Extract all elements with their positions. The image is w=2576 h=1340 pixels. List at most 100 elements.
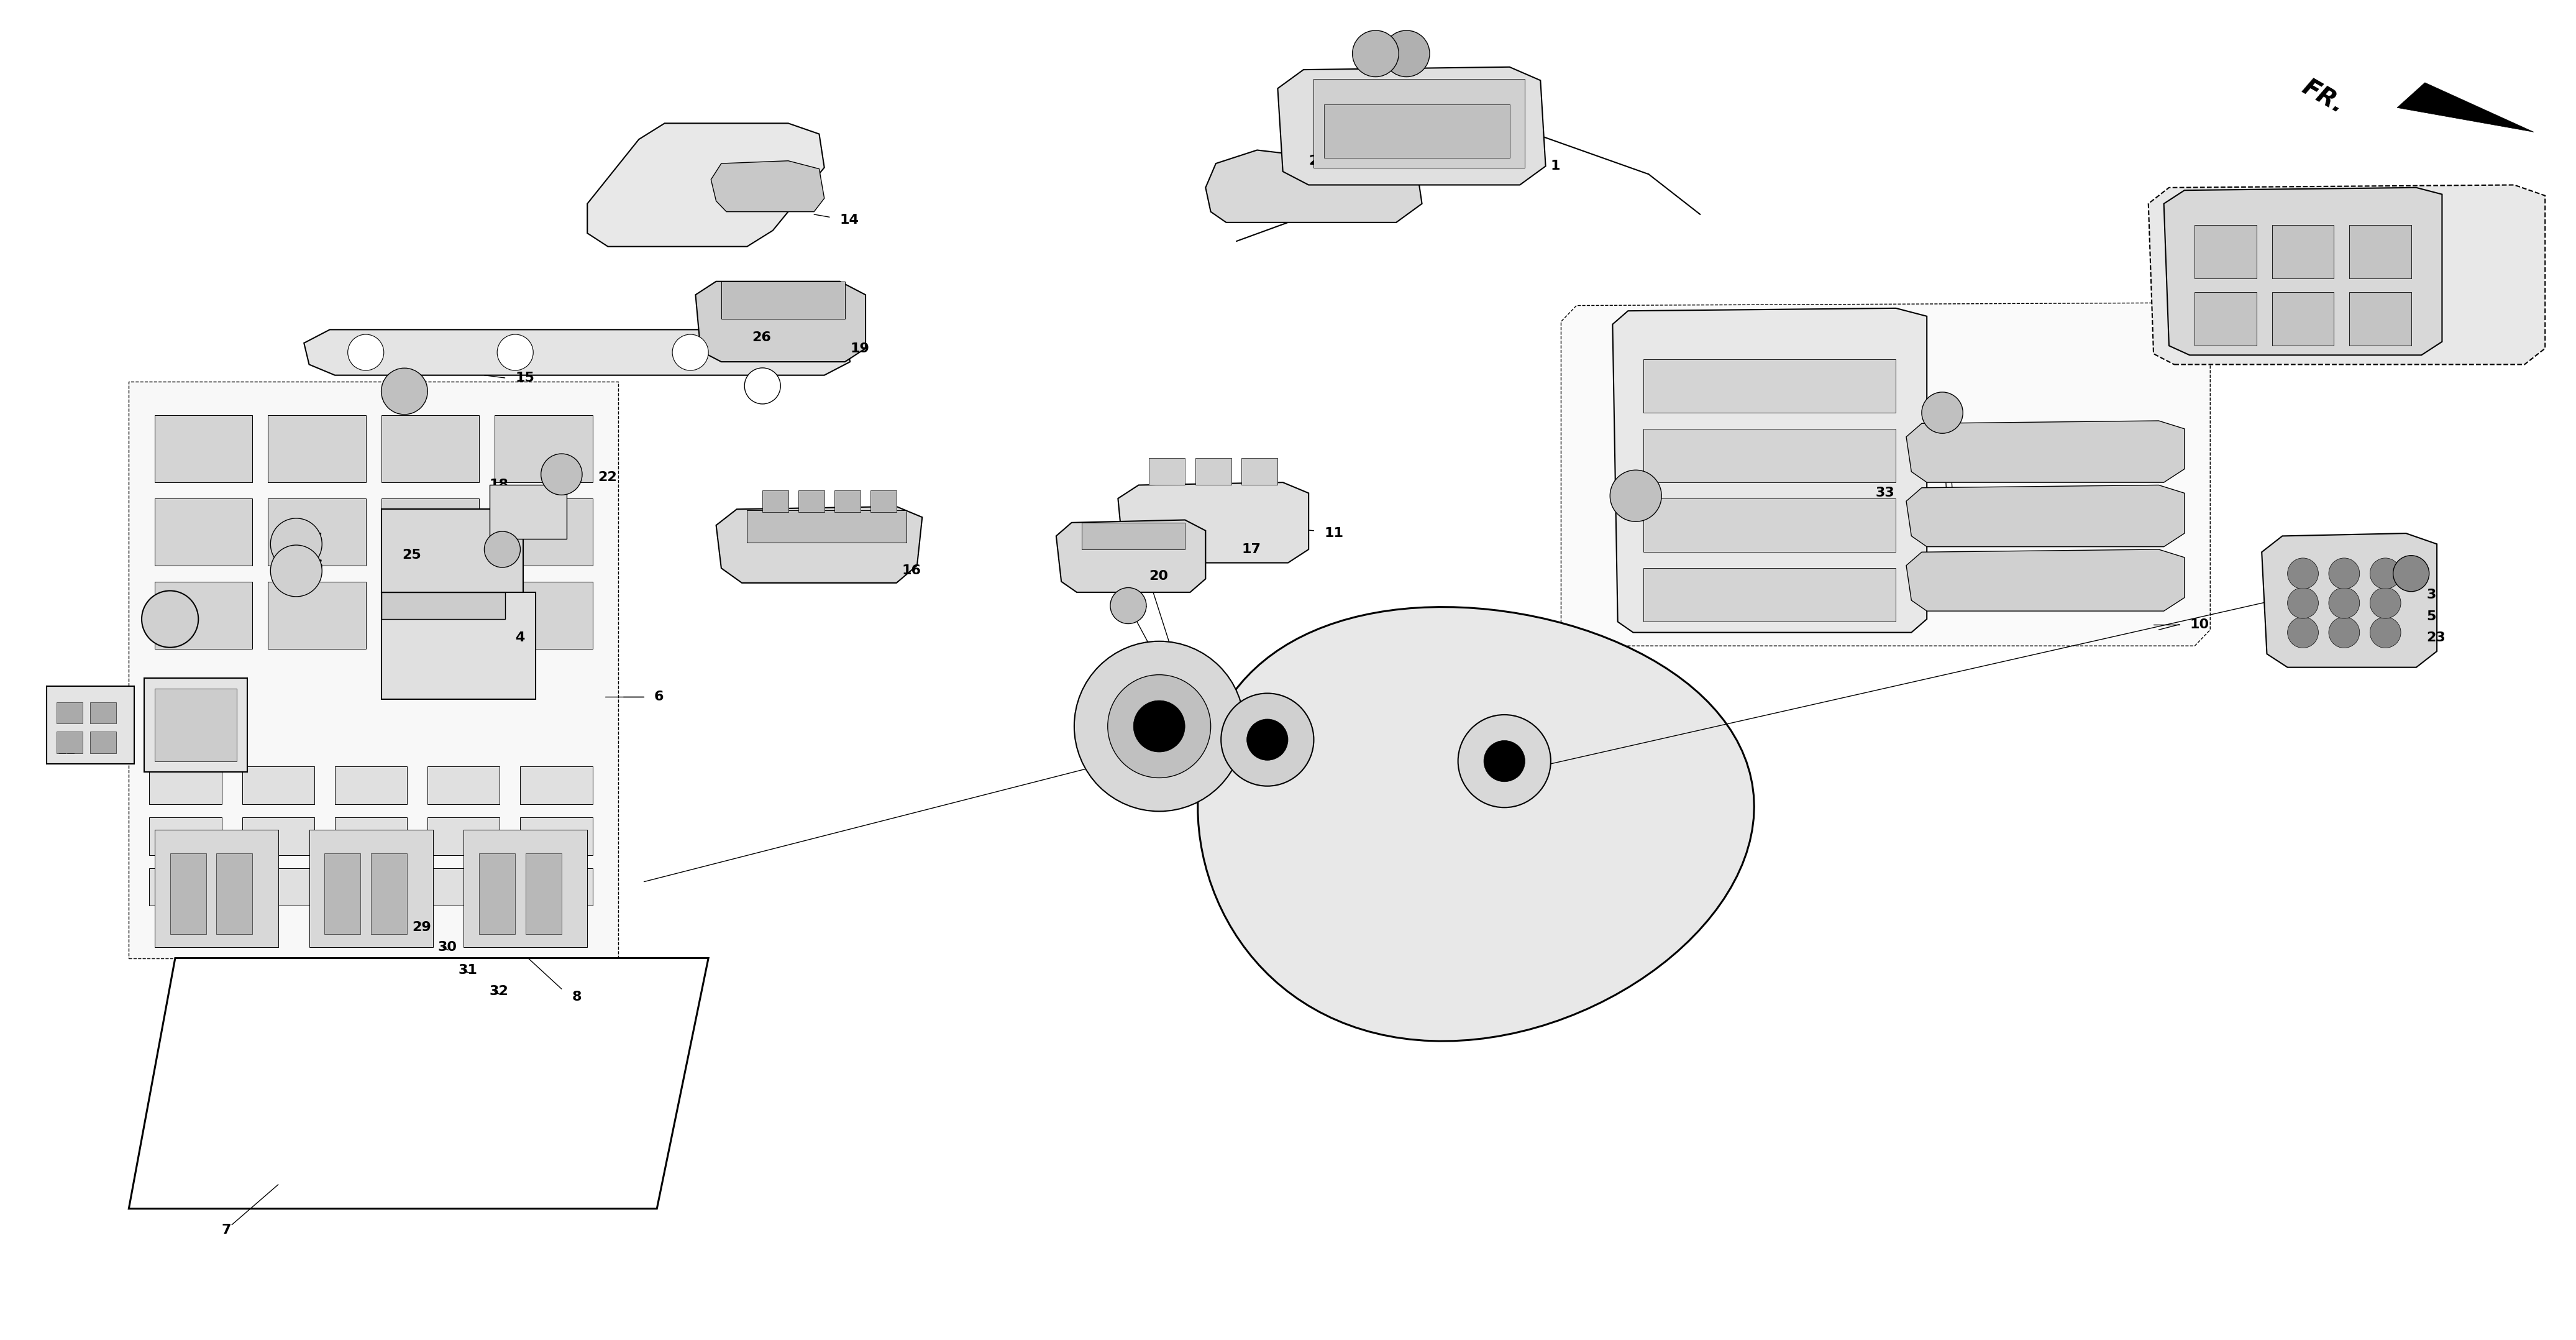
Circle shape (2393, 556, 2429, 591)
Text: 25: 25 (402, 548, 420, 561)
Polygon shape (129, 382, 618, 958)
Polygon shape (2349, 292, 2411, 346)
Circle shape (484, 532, 520, 567)
Polygon shape (1613, 308, 1927, 632)
Text: 33: 33 (1875, 486, 1893, 500)
Text: 23: 23 (2427, 631, 2445, 645)
Polygon shape (696, 281, 866, 362)
Polygon shape (1643, 359, 1896, 413)
Polygon shape (149, 868, 222, 906)
Polygon shape (381, 415, 479, 482)
Text: 9: 9 (335, 862, 345, 875)
Polygon shape (2195, 292, 2257, 346)
Polygon shape (1056, 520, 1206, 592)
Text: 18: 18 (489, 478, 507, 492)
Polygon shape (1324, 105, 1510, 158)
Polygon shape (1082, 523, 1185, 549)
Text: 17: 17 (1242, 543, 1260, 556)
Polygon shape (1278, 67, 1546, 185)
Polygon shape (428, 868, 500, 906)
Polygon shape (1643, 568, 1896, 622)
Polygon shape (309, 829, 433, 947)
Text: 2: 2 (1309, 154, 1319, 168)
Text: 1: 1 (1551, 159, 1561, 173)
Circle shape (270, 545, 322, 596)
Polygon shape (2349, 225, 2411, 279)
Polygon shape (520, 817, 592, 855)
Circle shape (1247, 720, 1288, 760)
Polygon shape (242, 766, 314, 804)
Polygon shape (155, 689, 237, 761)
Text: 14: 14 (840, 213, 858, 226)
Circle shape (1221, 693, 1314, 787)
Polygon shape (381, 592, 536, 699)
Polygon shape (1906, 421, 2184, 482)
Polygon shape (520, 868, 592, 906)
Polygon shape (2164, 188, 2442, 355)
Polygon shape (799, 490, 824, 512)
Polygon shape (170, 854, 206, 934)
Polygon shape (129, 958, 708, 1209)
Circle shape (541, 454, 582, 494)
Text: 34: 34 (1875, 540, 1893, 553)
Text: 22: 22 (598, 470, 616, 484)
Circle shape (1133, 701, 1185, 752)
Polygon shape (2398, 83, 2535, 131)
Circle shape (2370, 557, 2401, 590)
Polygon shape (871, 490, 896, 512)
Polygon shape (242, 868, 314, 906)
Circle shape (1108, 675, 1211, 777)
Polygon shape (57, 732, 82, 753)
Text: 30: 30 (438, 941, 456, 954)
Polygon shape (721, 281, 845, 319)
Polygon shape (2262, 533, 2437, 667)
Polygon shape (1198, 607, 1754, 1041)
Polygon shape (381, 498, 479, 565)
Circle shape (270, 519, 322, 570)
Text: 11: 11 (1324, 527, 1342, 540)
Polygon shape (268, 415, 366, 482)
Polygon shape (1206, 150, 1422, 222)
Text: 6: 6 (654, 690, 665, 703)
Text: 16: 16 (902, 564, 920, 578)
Circle shape (1610, 470, 1662, 521)
Polygon shape (149, 817, 222, 855)
Polygon shape (1643, 429, 1896, 482)
Polygon shape (526, 854, 562, 934)
Polygon shape (1118, 482, 1309, 563)
Polygon shape (762, 490, 788, 512)
Polygon shape (495, 498, 592, 565)
Polygon shape (268, 582, 366, 649)
Circle shape (2287, 557, 2318, 590)
Text: FR.: FR. (2298, 75, 2349, 118)
Polygon shape (2148, 185, 2545, 364)
Polygon shape (489, 485, 567, 539)
Circle shape (1484, 741, 1525, 781)
Polygon shape (1906, 549, 2184, 611)
Polygon shape (304, 330, 850, 375)
Polygon shape (1643, 498, 1896, 552)
Text: 7: 7 (222, 1223, 232, 1237)
Polygon shape (381, 509, 523, 592)
Polygon shape (2195, 225, 2257, 279)
Polygon shape (90, 702, 116, 724)
Polygon shape (155, 415, 252, 482)
Polygon shape (479, 854, 515, 934)
Polygon shape (835, 490, 860, 512)
Circle shape (381, 369, 428, 414)
Polygon shape (371, 854, 407, 934)
Polygon shape (242, 817, 314, 855)
Polygon shape (335, 868, 407, 906)
Circle shape (497, 335, 533, 370)
Polygon shape (520, 766, 592, 804)
Text: 31: 31 (459, 963, 477, 977)
Text: 26: 26 (304, 559, 322, 572)
Circle shape (1922, 393, 1963, 433)
Polygon shape (1314, 79, 1525, 168)
Circle shape (2329, 616, 2360, 649)
Polygon shape (216, 854, 252, 934)
Polygon shape (1195, 458, 1231, 485)
Polygon shape (747, 511, 907, 543)
Polygon shape (711, 161, 824, 212)
Text: 26: 26 (752, 331, 770, 344)
